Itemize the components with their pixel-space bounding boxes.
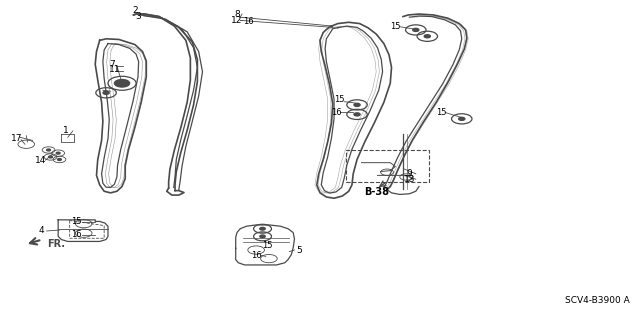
Text: 16: 16 <box>243 17 254 26</box>
Circle shape <box>459 117 465 120</box>
Text: 15: 15 <box>334 95 344 104</box>
Text: 15: 15 <box>436 108 447 117</box>
Text: 5: 5 <box>297 246 303 255</box>
Text: 2: 2 <box>132 6 138 15</box>
Circle shape <box>260 235 265 238</box>
Text: 12: 12 <box>231 16 243 25</box>
Text: 16: 16 <box>331 108 341 117</box>
Text: 16: 16 <box>71 230 81 239</box>
Text: SCV4-B3900 A: SCV4-B3900 A <box>565 296 630 305</box>
Circle shape <box>413 28 419 32</box>
Text: 15: 15 <box>390 22 401 31</box>
Text: 14: 14 <box>35 156 46 165</box>
Bar <box>346 150 429 182</box>
Circle shape <box>424 35 430 38</box>
Text: 9: 9 <box>406 169 412 178</box>
Circle shape <box>354 113 360 116</box>
Text: 11: 11 <box>109 65 120 74</box>
Text: 13: 13 <box>404 175 415 184</box>
Circle shape <box>47 149 51 151</box>
Text: 15: 15 <box>71 217 81 226</box>
Circle shape <box>354 103 360 107</box>
Text: B-38: B-38 <box>364 187 388 197</box>
Circle shape <box>103 91 109 94</box>
Text: 16: 16 <box>251 251 262 260</box>
Text: 4: 4 <box>39 226 44 234</box>
Text: 3: 3 <box>135 12 141 21</box>
Text: 7: 7 <box>109 60 115 69</box>
Circle shape <box>49 156 52 158</box>
Text: 15: 15 <box>262 241 273 250</box>
Text: FR.: FR. <box>47 239 65 249</box>
Circle shape <box>58 159 61 160</box>
Circle shape <box>56 152 60 154</box>
Text: 8: 8 <box>234 10 240 19</box>
Text: 1: 1 <box>63 126 68 135</box>
Circle shape <box>115 79 130 87</box>
Circle shape <box>260 227 265 230</box>
Text: 17: 17 <box>11 134 22 143</box>
